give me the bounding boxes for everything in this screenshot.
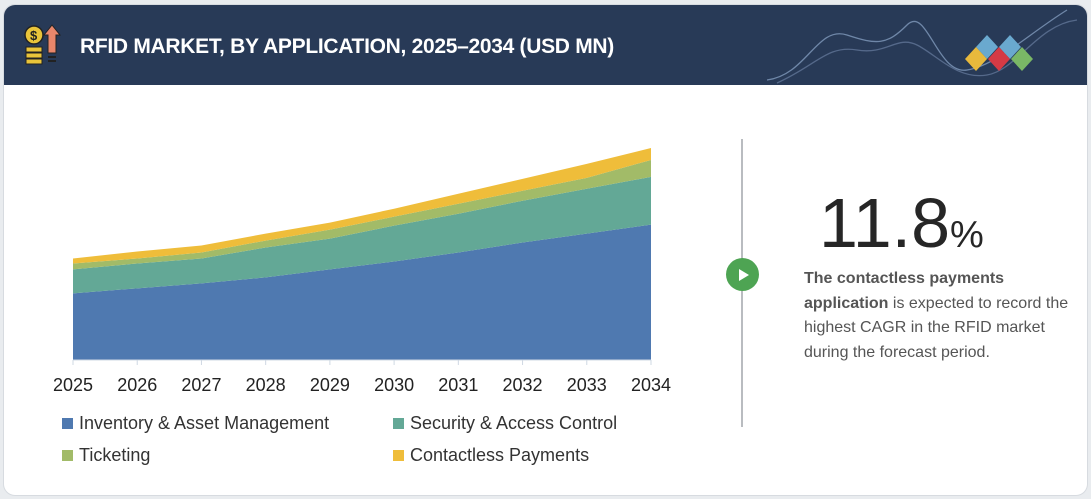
- x-tick-label: 2032: [502, 375, 543, 395]
- desc-bold: The contactless payments application: [804, 270, 1005, 312]
- legend-label: Contactless Payments: [410, 445, 590, 465]
- cagr-unit: %: [950, 214, 984, 256]
- chart-card: $ RFID MARKET, BY APPLICATION, 2025–2034…: [3, 4, 1088, 496]
- area-series-1: [73, 176, 651, 294]
- cagr-number: 11.8: [819, 184, 951, 262]
- cagr-description: The contactless payments application is …: [804, 267, 1074, 365]
- x-tick-label: 2033: [566, 375, 607, 395]
- x-tick-label: 2028: [245, 375, 286, 395]
- chart-title: RFID MARKET, BY APPLICATION, 2025–2034 (…: [80, 35, 614, 58]
- money-growth-icon: $: [24, 24, 62, 65]
- x-tick-label: 2029: [309, 375, 350, 395]
- x-tick-label: 2030: [374, 375, 415, 395]
- svg-text:$: $: [30, 28, 38, 43]
- header: $ RFID MARKET, BY APPLICATION, 2025–2034…: [4, 5, 1087, 85]
- legend-item-payments: Contactless Payments: [393, 445, 589, 466]
- desc-text: is expected to record the highest CAGR i…: [804, 294, 1069, 361]
- legend-item-inventory: Inventory & Asset Management: [62, 413, 329, 434]
- legend-swatch: [62, 450, 73, 461]
- legend-swatch: [393, 418, 404, 429]
- x-tick-label: 2026: [117, 375, 158, 395]
- legend-swatch: [62, 418, 73, 429]
- x-tick-label: 2034: [630, 375, 672, 395]
- play-icon: [726, 258, 759, 291]
- legend-label: Ticketing: [79, 445, 151, 465]
- area-series-0: [73, 224, 651, 360]
- cagr-value: 11.8%: [819, 183, 984, 263]
- legend-item-ticketing: Ticketing: [62, 445, 150, 466]
- legend-item-security: Security & Access Control: [393, 413, 617, 434]
- x-tick-label: 2031: [438, 375, 479, 395]
- decorative-graphic: [767, 9, 1078, 84]
- x-tick-label: 2025: [52, 375, 94, 395]
- legend-label: Inventory & Asset Management: [79, 413, 330, 433]
- stacked-area-chart: [72, 148, 652, 365]
- x-tick-label: 2027: [181, 375, 222, 395]
- legend-swatch: [393, 450, 404, 461]
- legend-label: Security & Access Control: [410, 413, 618, 433]
